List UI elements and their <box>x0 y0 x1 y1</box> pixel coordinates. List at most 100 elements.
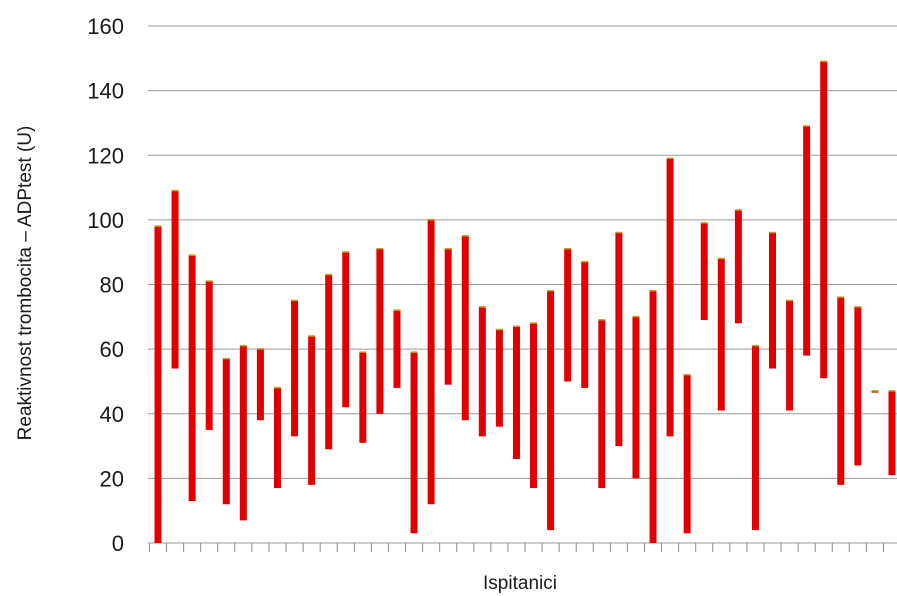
range-bar <box>786 300 794 411</box>
y-tick-label: 100 <box>87 208 124 233</box>
range-bar-cap <box>598 319 606 321</box>
x-axis-ticks <box>148 543 884 552</box>
range-bar <box>359 352 367 443</box>
range-bar <box>581 261 589 388</box>
range-bar <box>854 307 862 466</box>
range-bar-cap <box>393 309 401 311</box>
range-bar-cap <box>666 157 674 159</box>
range-bar <box>751 345 759 531</box>
range-bar-cap <box>854 306 862 308</box>
range-bar-cap <box>888 390 896 392</box>
range-bar <box>700 223 708 321</box>
range-bar <box>547 290 555 531</box>
range-bar <box>291 300 299 437</box>
range-bar-cap <box>649 289 657 292</box>
range-bar-cap <box>547 289 555 292</box>
range-bar <box>888 391 896 476</box>
range-bar <box>837 297 845 485</box>
y-tick-label: 160 <box>87 14 124 39</box>
range-bar-cap <box>410 351 418 353</box>
y-axis-tick-labels: 0 20 40 60 80 100 120 140 160 <box>87 14 124 556</box>
range-bar-cap <box>837 296 845 298</box>
range-bar-cap <box>325 273 333 276</box>
range-bar <box>461 236 469 421</box>
range-bar <box>820 61 828 379</box>
range-bar <box>478 307 486 437</box>
y-tick-label: 0 <box>112 531 124 556</box>
range-bar <box>666 158 674 437</box>
y-tick-label: 40 <box>100 402 124 427</box>
range-bar-cap <box>734 209 742 211</box>
gridlines <box>148 25 897 544</box>
range-bar-cap <box>478 306 486 308</box>
range-bar <box>615 232 623 447</box>
range-bar <box>530 323 538 489</box>
range-bar <box>222 358 230 505</box>
range-bar-cap <box>188 254 196 256</box>
range-bar <box>495 329 503 427</box>
range-bar <box>273 387 281 489</box>
range-bar-cap <box>154 225 162 227</box>
range-bar-cap <box>820 60 828 63</box>
range-bar-cap <box>871 390 879 392</box>
range-bar-cap <box>683 373 691 376</box>
range-bar-cap <box>461 235 469 237</box>
range-bar-cap <box>308 335 316 337</box>
range-bar <box>427 219 435 505</box>
range-bar-cap <box>444 247 452 250</box>
range-bar <box>683 374 691 534</box>
range-bar-cap <box>700 222 708 224</box>
range-bar-cap <box>291 299 299 302</box>
range-bars <box>154 60 896 543</box>
y-tick-label: 20 <box>100 466 124 491</box>
range-bar <box>376 248 384 414</box>
range-bar <box>803 126 811 356</box>
range-bar-cap <box>239 344 247 347</box>
range-bar-cap <box>359 351 367 353</box>
range-bar-cap <box>751 344 759 347</box>
y-tick-label: 60 <box>100 337 124 362</box>
y-tick-label: 140 <box>87 79 124 104</box>
x-axis-title: Ispitanici <box>483 573 557 594</box>
range-bar-cap <box>376 247 384 250</box>
range-bar <box>188 255 196 501</box>
range-bar <box>154 226 162 543</box>
range-bar <box>649 290 657 543</box>
range-bar-cap <box>581 260 589 263</box>
range-bar-cap <box>205 280 213 282</box>
range-bar-cap <box>342 251 350 253</box>
range-bar <box>734 210 742 324</box>
range-bar-cap <box>512 325 520 328</box>
range-bar <box>632 316 640 479</box>
y-tick-label: 80 <box>100 273 124 298</box>
range-bar <box>239 345 247 521</box>
range-bar <box>205 281 213 430</box>
range-bar <box>325 274 333 450</box>
range-bar-cap <box>564 247 572 250</box>
range-bar-cap <box>171 189 179 192</box>
range-bar-cap <box>615 231 623 234</box>
range-bar <box>769 232 777 369</box>
range-bar <box>342 252 350 408</box>
range-bar <box>512 326 520 459</box>
y-axis-title: Reaktivnost trombocita – ADPtest (U) <box>15 126 36 441</box>
range-bar-cap <box>256 348 264 350</box>
range-bar-cap <box>427 218 435 221</box>
range-bar <box>308 336 316 485</box>
range-bar-cap <box>769 231 777 234</box>
range-bar <box>393 310 401 388</box>
range-bar <box>871 391 879 393</box>
range-bar <box>256 349 264 421</box>
range-bar <box>410 352 418 534</box>
range-bar <box>598 320 606 489</box>
range-bar <box>564 248 572 382</box>
range-bar <box>444 248 452 385</box>
range-bar <box>171 190 179 369</box>
y-tick-label: 120 <box>87 143 124 168</box>
range-bar-cap <box>530 322 538 324</box>
range-bar-cap <box>717 257 725 260</box>
range-bar-cap <box>803 125 811 127</box>
range-bar <box>717 258 725 411</box>
range-bar-cap <box>632 315 640 318</box>
